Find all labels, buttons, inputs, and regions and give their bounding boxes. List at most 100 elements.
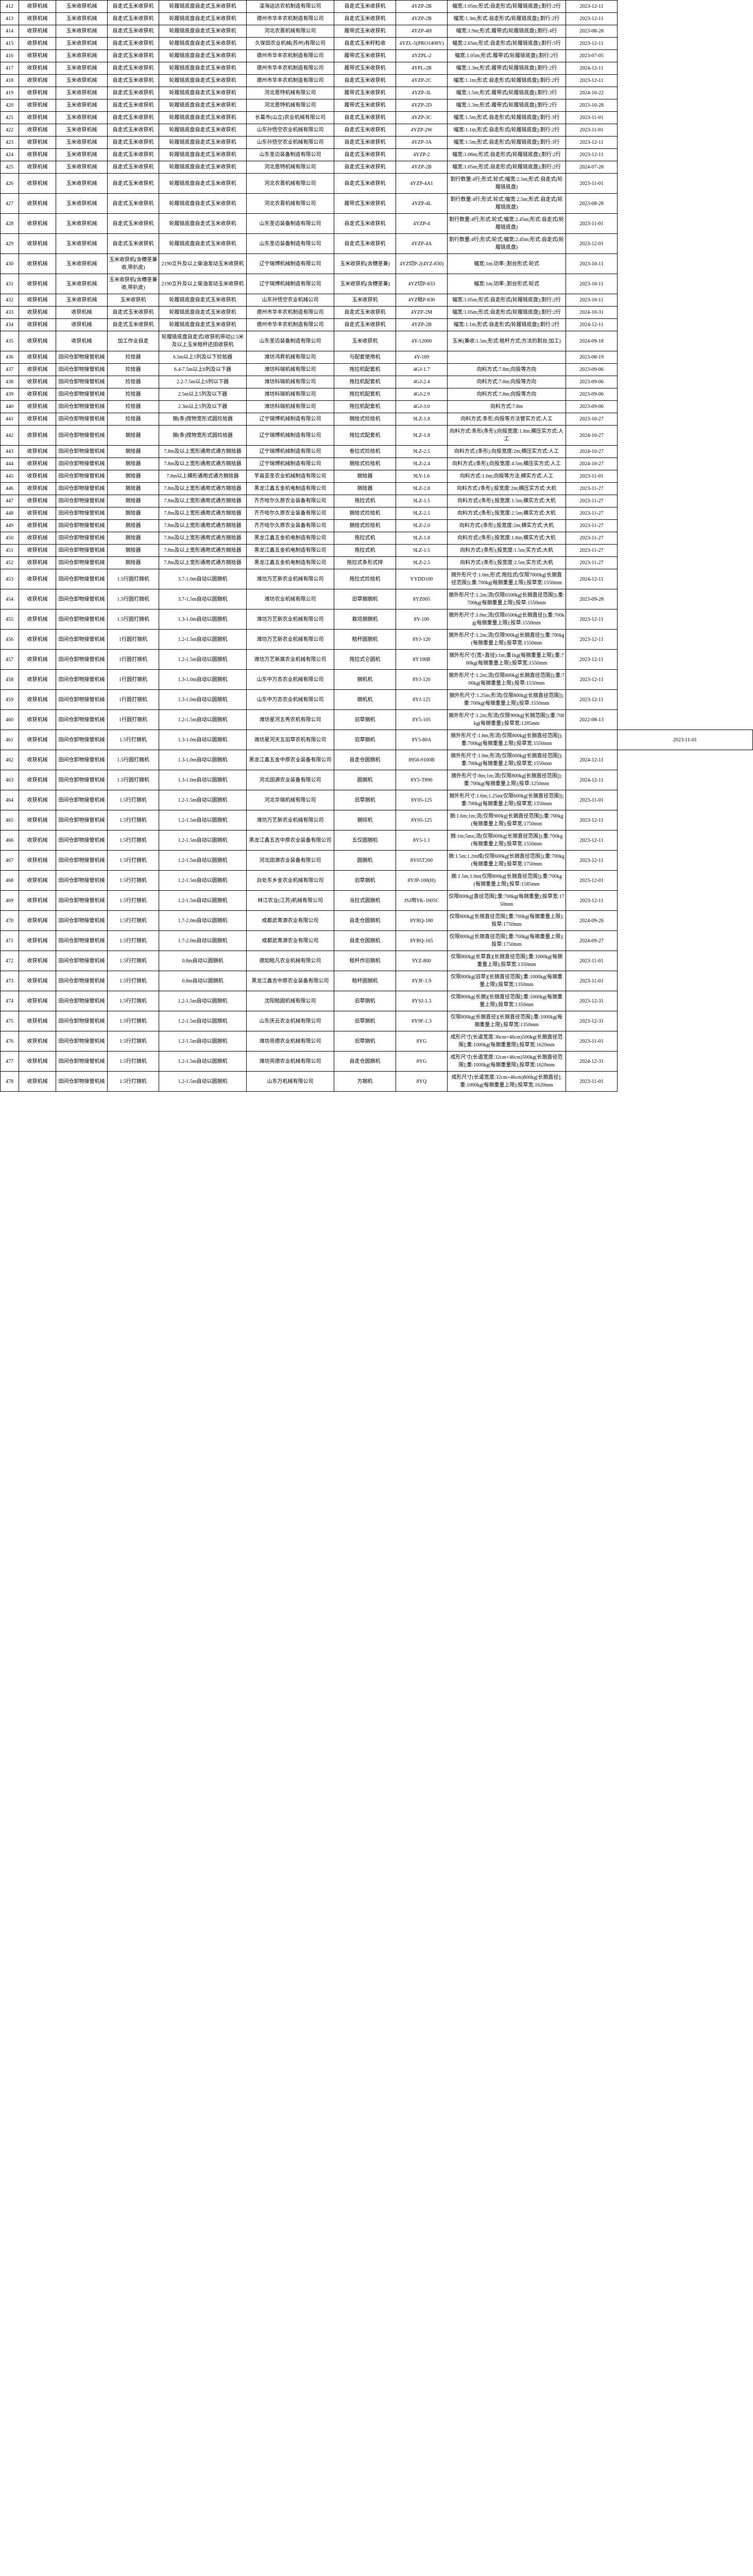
table-cell: 1行圆打捆机: [108, 630, 159, 650]
table-row: 477收获机械田间仓卸物接管机械1.5行打捆机1.2-1.5m自动以圆捆机潍坊亮…: [1, 1052, 753, 1072]
table-cell: 1.5行打捆机: [108, 891, 159, 911]
table-cell: 8Y05-125: [396, 790, 448, 810]
table-cell: 1行圆打捆机: [108, 670, 159, 690]
table-cell: 捆外形尺寸:1.2m;形流(仅限900kg[长捆范围]);重:700kg(每捆重…: [448, 710, 566, 730]
table-cell: 河北田源农业装备有限公司: [247, 851, 334, 871]
table-cell: 2023-12-11: [566, 149, 618, 161]
table-cell: 2023-11-27: [566, 520, 618, 532]
table-cell: 457: [1, 650, 19, 670]
table-cell: 捆外形尺寸:1.2m;流(仅限6500kg[长捆直径范围]);重:700kg(每…: [448, 589, 566, 609]
table-cell: 轮履链底盘自走式玉米收获机: [159, 319, 247, 331]
table-cell: 1.2-1.5m自动以圆捆机: [159, 991, 247, 1011]
table-cell: 416: [1, 50, 19, 62]
table-cell: 仅限800kg[长捆直径范围];重:700kg(每捆重量上限);投草:1750m…: [448, 911, 566, 931]
table-cell: 445: [1, 470, 19, 483]
table-cell: 收获机械: [19, 25, 56, 38]
table-row: 415收获机械玉米收获机械自走式玉米收获机轮履链底盘自走式玉米收获机久保田农业机…: [1, 38, 753, 50]
table-cell: 452: [1, 557, 19, 569]
table-cell: 田间仓卸物接管机械: [56, 730, 108, 750]
table-cell: 田间仓卸物接管机械: [56, 426, 108, 446]
table-cell: 2023-12-11: [566, 650, 618, 670]
table-row: 467收获机械田间仓卸物接管机械1.5行打捆机1.2-1.5m自动以圆捆机河北田…: [1, 851, 753, 871]
table-cell: 收获机械: [19, 495, 56, 507]
table-cell: 捆外形尺寸:1.6m;1.25m(仅限600kg[长捆直径范围]);重:700k…: [448, 790, 566, 810]
table-cell: 轮履链底盘自走式玉米收获机: [159, 75, 247, 87]
table-cell: 田间仓卸物接管机械: [56, 483, 108, 495]
table-cell: 拖拉式机: [334, 532, 396, 545]
table-cell: 自走式玉米收获机: [108, 137, 159, 149]
table-cell: 幅宽:1.05m;形式:自走形式(轮履链底盘);割行:2行: [448, 307, 566, 319]
table-cell: 3.7-1.0m自动以圆捆机: [159, 569, 247, 589]
table-cell: 黑龙江鑫五金机电制造有限公司: [247, 532, 334, 545]
table-cell: 8YQ: [396, 1072, 448, 1092]
table-cell: 收获机械: [19, 1011, 56, 1031]
table-cell: 德如秸凡农业机械有限公司: [247, 951, 334, 971]
table-cell: 4YZP-2B: [396, 161, 448, 174]
table-cell: 2023-11-27: [566, 495, 618, 507]
table-cell: 自走式玉米收获机: [108, 38, 159, 50]
table-cell: 2023-11-01: [566, 971, 618, 991]
table-cell: 448: [1, 507, 19, 520]
table-cell: 收获机械: [19, 710, 56, 730]
table-cell: 415: [1, 38, 19, 50]
table-cell: 田间仓卸物接管机械: [56, 1052, 108, 1072]
table-cell: 433: [1, 307, 19, 319]
table-cell: 453: [1, 569, 19, 589]
table-row: 422收获机械玉米收获机械自走式玉米收获机轮履链底盘自走式玉米收获机山东孙悟空农…: [1, 124, 753, 137]
table-cell: 收获机械: [19, 670, 56, 690]
table-cell: 秸秆圆捆机: [334, 630, 396, 650]
table-cell: 辽宁瑞博机械制造有限公司: [247, 458, 334, 470]
table-cell: 自走式玉米收获机: [334, 319, 396, 331]
table-cell: 2023-11-27: [566, 507, 618, 520]
table-row: 474收获机械田间仓卸物接管机械1.5行打捆机1.2-1.5m自动以圆捆机沈阳秸…: [1, 991, 753, 1011]
table-cell: 2023-12-11: [566, 690, 618, 710]
table-cell: 齐齐哈尔久原农业装备有限公司: [247, 507, 334, 520]
table-cell: 玉米收获机械: [56, 13, 108, 25]
table-cell: 向料方式:7.8m;向投等方向: [448, 364, 566, 376]
table-cell: 潍坊万艺新农业机械有限公司: [247, 609, 334, 630]
table-cell: 河北农晋机械有限公司: [247, 25, 334, 38]
table-cell: 1.2-1.5m自动以圆捆机: [159, 1011, 247, 1031]
table-row: 469收获机械田间仓卸物接管机械1.5行打捆机1.2-1.5m自动以圆捆机林江农…: [1, 891, 753, 911]
data-table: 412收获机械玉米收获机械自走式玉米收获机轮履链底盘自走式玉米收获机凌海运达农机…: [0, 0, 753, 1092]
table-cell: 轮履链底盘自走式玉米收获机: [159, 149, 247, 161]
table-cell: 1.2-1.5m自动以圆捆机: [159, 851, 247, 871]
table-cell: 自走式玉米收获机: [334, 149, 396, 161]
table-cell: 向料方式:(条形);投宽度:2.5m;横实方式:大机: [448, 507, 566, 520]
table-cell: 收获机械: [19, 810, 56, 831]
table-cell: 收获机械: [19, 831, 56, 851]
table-cell: 捡拾器: [108, 364, 159, 376]
table-cell: 旧草捆机: [334, 790, 396, 810]
table-cell: 仅限800kg(长捆直径)[长捆直径范围];重:1000kg(每捆重量上限);投…: [448, 1011, 566, 1031]
table-cell: 454: [1, 589, 19, 609]
table-cell: 向料方式:(条形);投宽度:1.5m;实方式:大机: [448, 545, 566, 557]
table-cell: 收获机械: [19, 294, 56, 307]
table-cell: 潍坊科瑞机械有限公司: [247, 401, 334, 413]
table-cell: 收获机械: [19, 690, 56, 710]
table-cell: 山东孙悟空农业机械有限公司: [247, 137, 334, 149]
table-cell: 7.8m及以上宽形通用式通方捆拾器: [159, 446, 247, 458]
table-cell: 1.5行打捆机: [108, 1052, 159, 1072]
table-cell: 9LZ-1.8: [396, 426, 448, 446]
table-cell: 收获机械: [19, 790, 56, 810]
table-cell: 轮履链底盘自走式玉米收获机: [159, 124, 247, 137]
table-cell: 玉米收获机(含穗茎兼收,带扒皮): [108, 274, 159, 294]
table-cell: 自走式玉米收获机: [334, 124, 396, 137]
table-cell: 2023-11-01: [566, 1072, 618, 1092]
table-cell: 山东圣迈装备制造有限公司: [247, 149, 334, 161]
table-cell: 河北农晋机械有限公司: [247, 174, 334, 194]
table-cell: 向料方式:7.8m;向投等方向: [448, 376, 566, 388]
table-cell: 4Y-12000: [396, 331, 448, 351]
table-cell: 收获机械: [19, 413, 56, 426]
table-cell: 轮履链底盘自走式玉米收获机: [159, 38, 247, 50]
table-cell: 捆拾式捡拾机: [334, 413, 396, 426]
table-cell: 捡拾器: [108, 351, 159, 364]
table-row: 427收获机械玉米收获机械自走式玉米收获机轮履链底盘自走式玉米收获机河北农晋机械…: [1, 194, 753, 214]
table-cell: 河北田源农业装备有限公司: [247, 770, 334, 790]
table-cell: 1.3-1.0m自动以圆捆机: [159, 690, 247, 710]
table-cell: 幅宽:2.65m;形式:自走形式(轮履链底盘);割行:5行: [448, 38, 566, 50]
table-cell: 捆:1.5m;1.2m成(仅限600kg[长捆直径范围]);重:700kg(每捆…: [448, 851, 566, 871]
table-cell: 412: [1, 1, 19, 13]
table-cell: 收获机械: [19, 307, 56, 319]
table-cell: 玉米(兼收:1.5m;形式:秸秆方式;方法的割台;加工): [448, 331, 566, 351]
